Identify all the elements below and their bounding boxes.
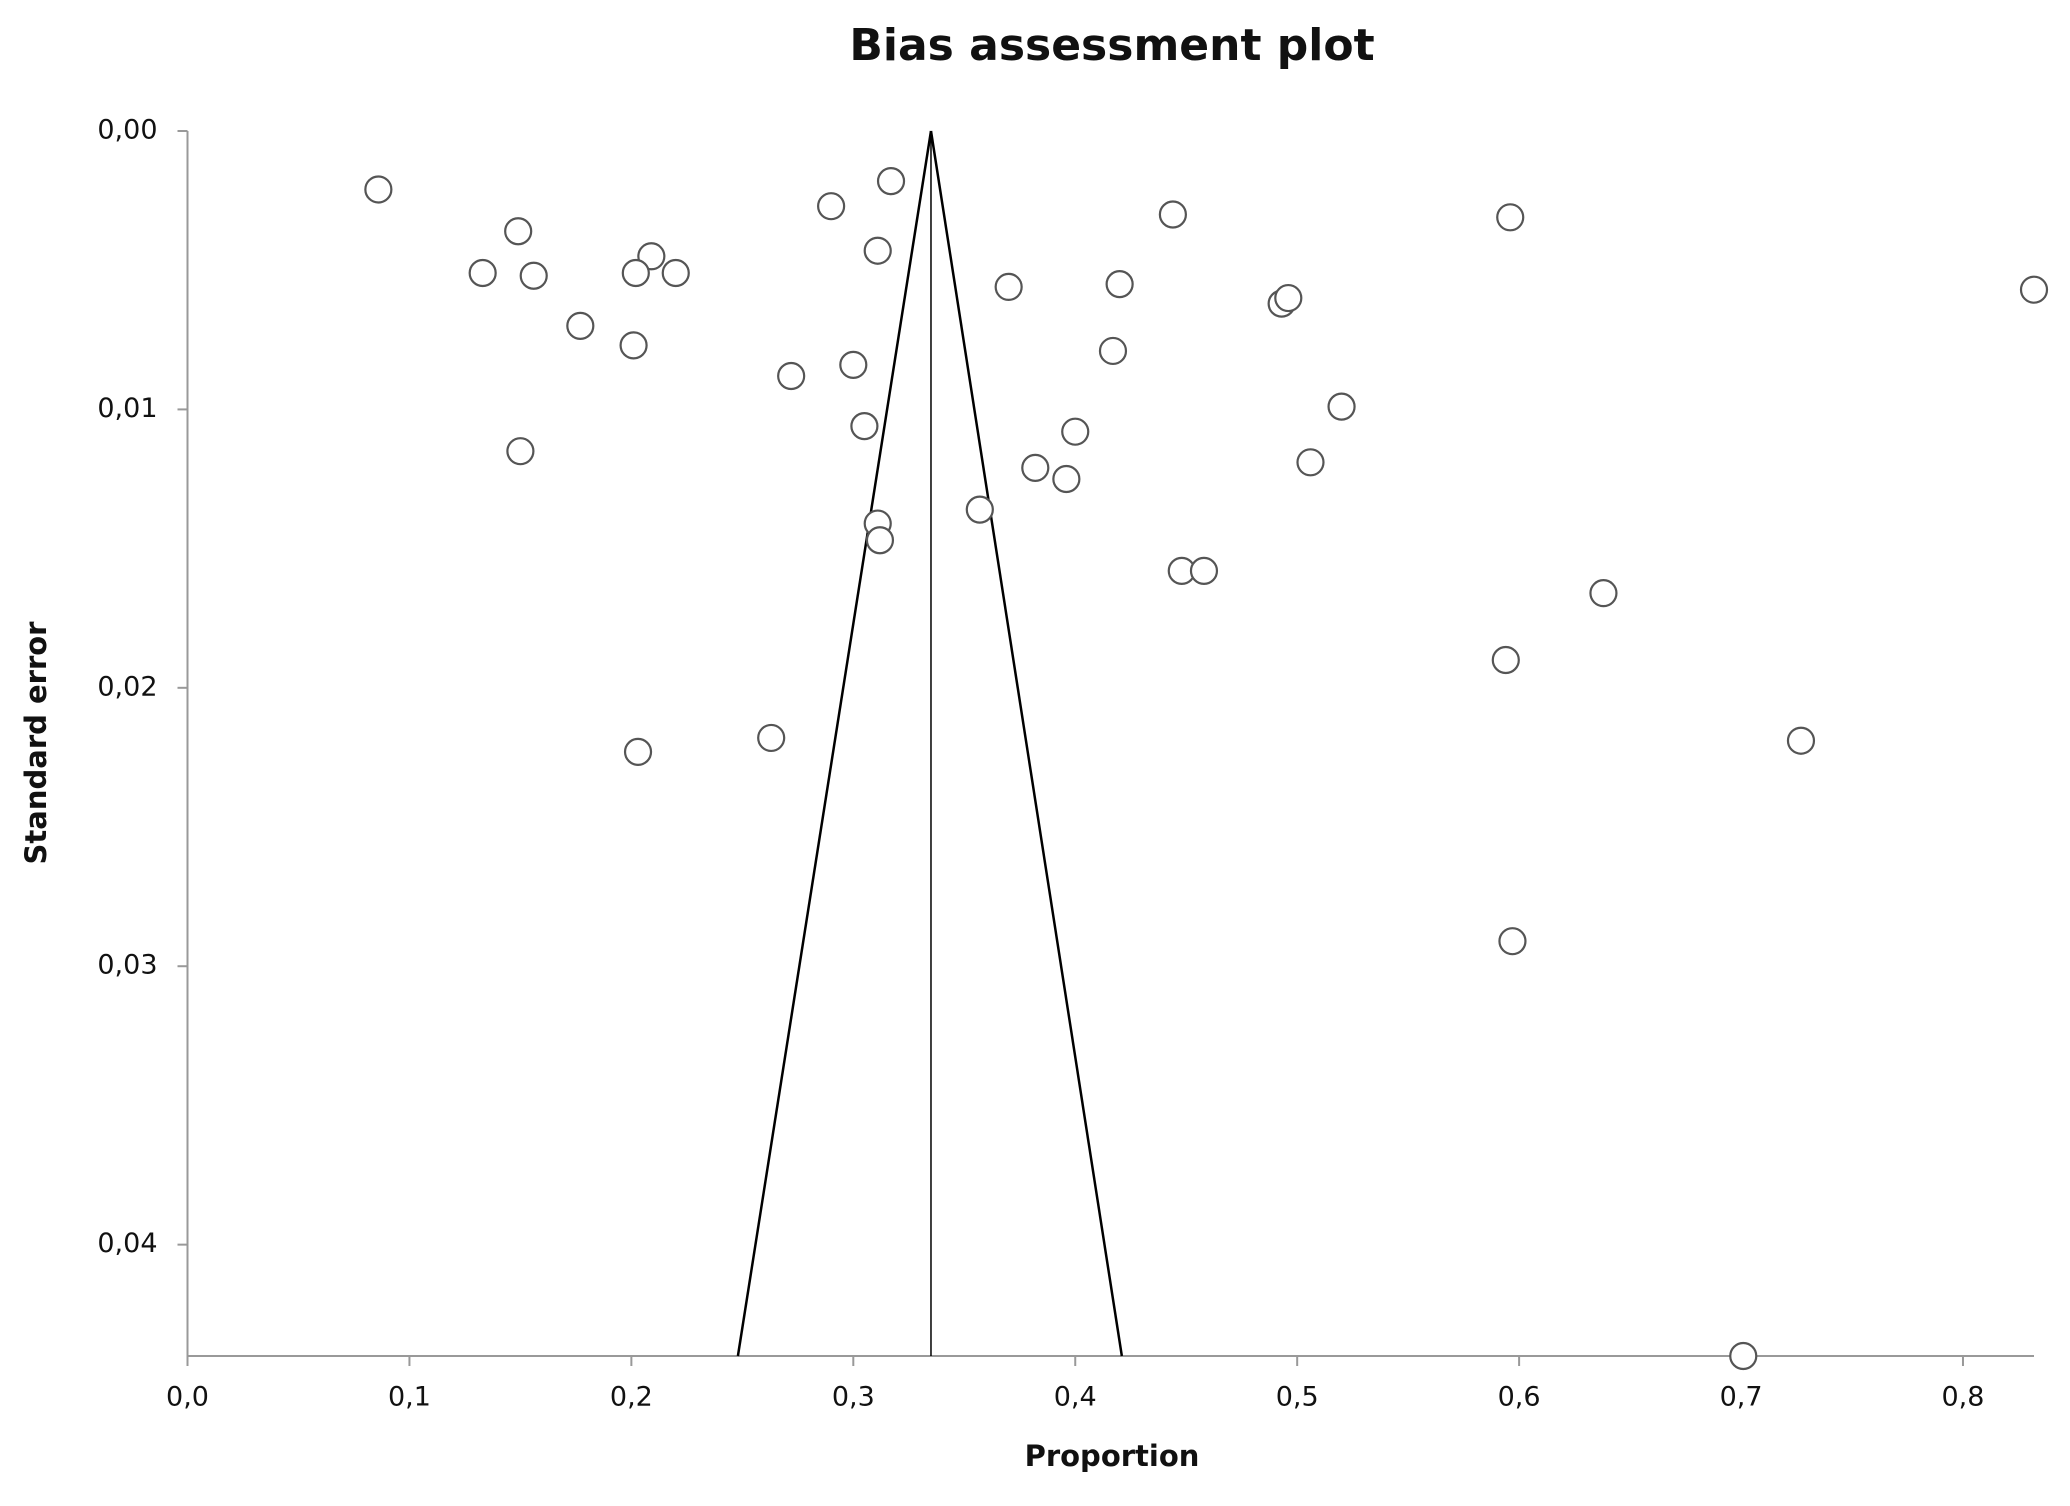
study-point <box>661 258 690 288</box>
x-tick-label: 0,7 <box>1720 1382 1763 1413</box>
x-tick-label: 0,3 <box>832 1382 875 1413</box>
study-point <box>504 217 533 246</box>
funnel-left-line <box>736 130 933 1357</box>
y-tick-label: 0,00 <box>97 115 157 146</box>
study-point <box>1327 392 1356 421</box>
study-point <box>1105 270 1134 299</box>
study-point <box>1021 453 1050 482</box>
x-tick-label: 0,8 <box>1942 1382 1985 1413</box>
study-point <box>994 272 1023 302</box>
study-point <box>1729 1341 1758 1371</box>
x-tick-label: 0,1 <box>388 1382 431 1413</box>
study-point <box>2019 275 2049 304</box>
y-tick-label: 0,03 <box>97 950 157 981</box>
x-tick-label: 0,5 <box>1276 1382 1319 1413</box>
chart-title: Bias assessment plot <box>849 20 1374 71</box>
study-point <box>623 737 653 766</box>
study-point <box>965 495 994 524</box>
study-point <box>839 350 868 379</box>
study-point <box>1189 556 1219 585</box>
study-point <box>1498 927 1527 956</box>
study-point <box>1061 417 1090 446</box>
study-point <box>757 723 786 753</box>
study-point <box>1274 283 1303 313</box>
study-point <box>817 192 846 221</box>
study-point <box>1589 579 1618 608</box>
y-tick-label: 0,01 <box>97 393 157 424</box>
x-axis-title: Proportion <box>1025 1439 1200 1473</box>
study-point <box>566 311 595 340</box>
study-point <box>519 261 548 290</box>
x-tick-label: 0,0 <box>166 1382 209 1413</box>
y-tick-label: 0,02 <box>97 671 157 702</box>
y-axis-title: Standard error <box>19 621 53 865</box>
x-tick-label: 0,4 <box>1054 1382 1097 1413</box>
study-point <box>876 167 906 196</box>
study-point <box>1786 726 1816 755</box>
x-tick-label: 0,6 <box>1498 1382 1541 1413</box>
study-point <box>1158 200 1187 229</box>
study-point <box>863 236 892 265</box>
study-point <box>1052 464 1081 494</box>
study-point <box>1296 448 1325 477</box>
study-point <box>1098 336 1128 366</box>
funnel-right-line <box>929 130 1124 1357</box>
study-point <box>1496 203 1525 232</box>
study-point <box>506 437 535 466</box>
study-point <box>865 526 895 555</box>
x-tick-label: 0,2 <box>610 1382 653 1413</box>
study-point <box>1491 645 1520 675</box>
study-point <box>850 412 879 441</box>
study-point <box>364 175 393 204</box>
study-point <box>621 258 650 288</box>
study-point <box>777 361 806 391</box>
study-point <box>468 258 497 288</box>
study-point <box>619 331 648 360</box>
y-tick-label: 0,04 <box>97 1228 157 1259</box>
